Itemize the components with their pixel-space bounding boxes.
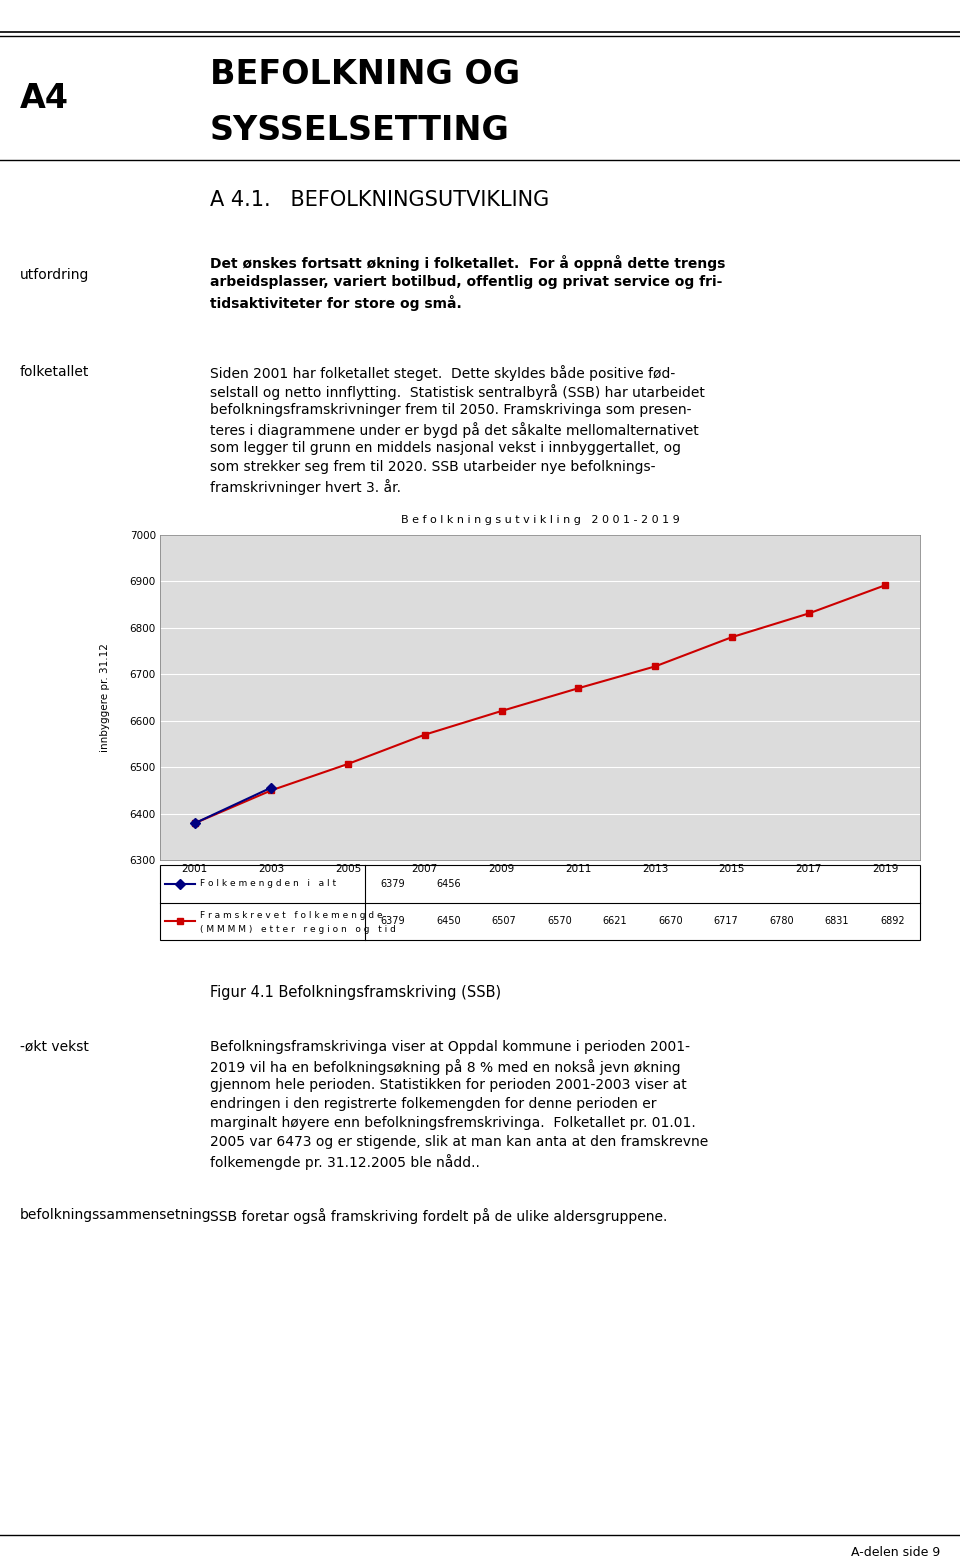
Text: A4: A4: [20, 81, 69, 114]
Text: befolkningsframskrivninger frem til 2050. Framskrivinga som presen-: befolkningsframskrivninger frem til 2050…: [210, 404, 691, 416]
Text: arbeidsplasser, variert botilbud, offentlig og privat service og fri-: arbeidsplasser, variert botilbud, offent…: [210, 275, 722, 290]
Text: SSB foretar også framskriving fordelt på de ulike aldersgruppene.: SSB foretar også framskriving fordelt på…: [210, 1208, 667, 1224]
Text: SYSSELSETTING: SYSSELSETTING: [210, 114, 510, 147]
Text: 6717: 6717: [713, 916, 738, 926]
Text: B e f o l k n i n g s u t v i k l i n g   2 0 0 1 - 2 0 1 9: B e f o l k n i n g s u t v i k l i n g …: [400, 515, 680, 524]
Text: 6570: 6570: [547, 916, 571, 926]
Text: A-delen side 9: A-delen side 9: [851, 1546, 940, 1559]
Text: 6379: 6379: [380, 916, 405, 926]
Text: 6456: 6456: [436, 880, 461, 889]
Text: framskrivninger hvert 3. år.: framskrivninger hvert 3. år.: [210, 479, 401, 495]
Text: 2005 var 6473 og er stigende, slik at man kan anta at den framskrevne: 2005 var 6473 og er stigende, slik at ma…: [210, 1135, 708, 1149]
Text: innbyggere pr. 31.12: innbyggere pr. 31.12: [100, 643, 110, 751]
Text: A 4.1.   BEFOLKNINGSUTVIKLING: A 4.1. BEFOLKNINGSUTVIKLING: [210, 189, 549, 210]
Text: marginalt høyere enn befolkningsfremskrivinga.  Folketallet pr. 01.01.: marginalt høyere enn befolkningsfremskri…: [210, 1116, 696, 1130]
Text: som legger til grunn en middels nasjonal vekst i innbyggertallet, og: som legger til grunn en middels nasjonal…: [210, 441, 681, 455]
Text: befolkningssammensetning: befolkningssammensetning: [20, 1208, 211, 1222]
Text: Figur 4.1 Befolkningsframskriving (SSB): Figur 4.1 Befolkningsframskriving (SSB): [210, 984, 501, 1000]
Text: F r a m s k r e v e t   f o l k e m e n g d e: F r a m s k r e v e t f o l k e m e n g …: [200, 911, 383, 920]
Bar: [160, 865, 920, 941]
Text: BEFOLKNING OG: BEFOLKNING OG: [210, 58, 520, 91]
Text: F o l k e m e n g d e n   i   a l t: F o l k e m e n g d e n i a l t: [200, 880, 336, 889]
Text: 6670: 6670: [658, 916, 683, 926]
Text: utfordring: utfordring: [20, 268, 89, 282]
Text: 6780: 6780: [769, 916, 794, 926]
Text: Befolkningsframskrivinga viser at Oppdal kommune i perioden 2001-: Befolkningsframskrivinga viser at Oppdal…: [210, 1041, 690, 1053]
Text: Siden 2001 har folketallet steget.  Dette skyldes både positive fød-: Siden 2001 har folketallet steget. Dette…: [210, 365, 675, 380]
Text: Det ønskes fortsatt økning i folketallet.  For å oppnå dette trengs: Det ønskes fortsatt økning i folketallet…: [210, 255, 726, 271]
Text: 6379: 6379: [380, 880, 405, 889]
Text: -økt vekst: -økt vekst: [20, 1041, 89, 1053]
Text: 6450: 6450: [436, 916, 461, 926]
Text: folkemengde pr. 31.12.2005 ble nådd..: folkemengde pr. 31.12.2005 ble nådd..: [210, 1153, 480, 1171]
Text: 6831: 6831: [825, 916, 849, 926]
Text: 6621: 6621: [603, 916, 627, 926]
Text: gjennom hele perioden. Statistikken for perioden 2001-2003 viser at: gjennom hele perioden. Statistikken for …: [210, 1078, 686, 1092]
Text: endringen i den registrerte folkemengden for denne perioden er: endringen i den registrerte folkemengden…: [210, 1097, 657, 1111]
Text: selstall og netto innflytting.  Statistisk sentralbyrå (SSB) har utarbeidet: selstall og netto innflytting. Statistis…: [210, 383, 705, 401]
Text: teres i diagrammene under er bygd på det såkalte mellomalternativet: teres i diagrammene under er bygd på det…: [210, 423, 699, 438]
Text: 2019 vil ha en befolkningsøkning på 8 % med en nokså jevn økning: 2019 vil ha en befolkningsøkning på 8 % …: [210, 1060, 681, 1075]
Text: som strekker seg frem til 2020. SSB utarbeider nye befolknings-: som strekker seg frem til 2020. SSB utar…: [210, 460, 656, 474]
Text: ( M M M M )   e t t e r   r e g i o n   o g   t i d: ( M M M M ) e t t e r r e g i o n o g t …: [200, 925, 396, 934]
Text: 6892: 6892: [880, 916, 904, 926]
Text: tidsaktiviteter for store og små.: tidsaktiviteter for store og små.: [210, 294, 462, 311]
Text: folketallet: folketallet: [20, 365, 89, 379]
Text: 6507: 6507: [492, 916, 516, 926]
